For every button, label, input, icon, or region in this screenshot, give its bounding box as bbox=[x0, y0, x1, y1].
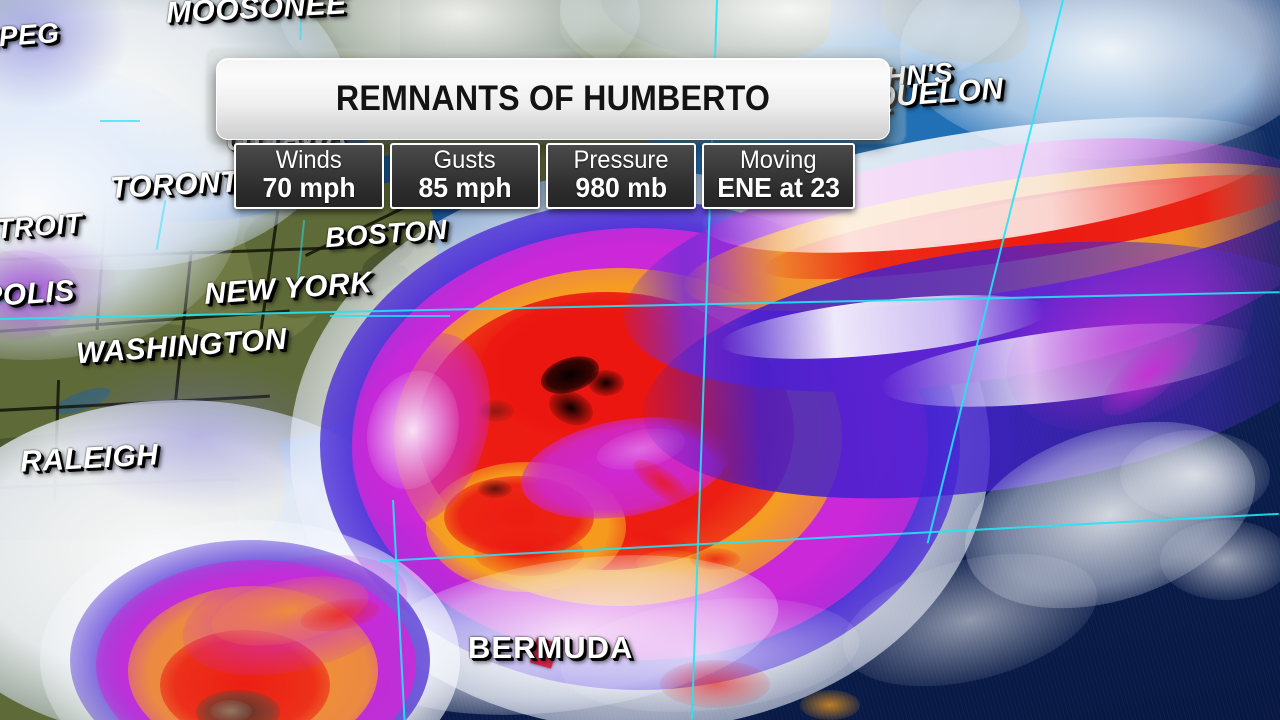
stat-value-winds: 70 mph bbox=[262, 171, 356, 203]
stat-label-winds: Winds bbox=[276, 145, 342, 174]
stat-box-pressure: Pressure 980 mb bbox=[546, 143, 696, 209]
storm-title: REMNANTS OF HUMBERTO bbox=[335, 79, 771, 118]
stat-box-moving: Moving ENE at 23 bbox=[702, 143, 856, 209]
city-label-bermuda: BERMUDA bbox=[468, 630, 634, 665]
stat-value-pressure: 980 mb bbox=[575, 171, 667, 203]
storm-stats-row: Winds 70 mph Gusts 85 mph Pressure 980 m… bbox=[234, 143, 856, 209]
stat-value-moving: ENE at 23 bbox=[717, 171, 840, 203]
stat-value-gusts: 85 mph bbox=[418, 171, 512, 203]
stat-label-gusts: Gusts bbox=[433, 145, 497, 174]
title-banner: REMNANTS OF HUMBERTO bbox=[216, 58, 890, 140]
stat-label-pressure: Pressure bbox=[573, 145, 669, 174]
stat-box-gusts: Gusts 85 mph bbox=[390, 143, 540, 209]
stat-label-moving: Moving bbox=[740, 145, 817, 174]
stat-box-winds: Winds 70 mph bbox=[234, 143, 384, 209]
city-label-raleigh: RALEIGH bbox=[19, 438, 160, 479]
